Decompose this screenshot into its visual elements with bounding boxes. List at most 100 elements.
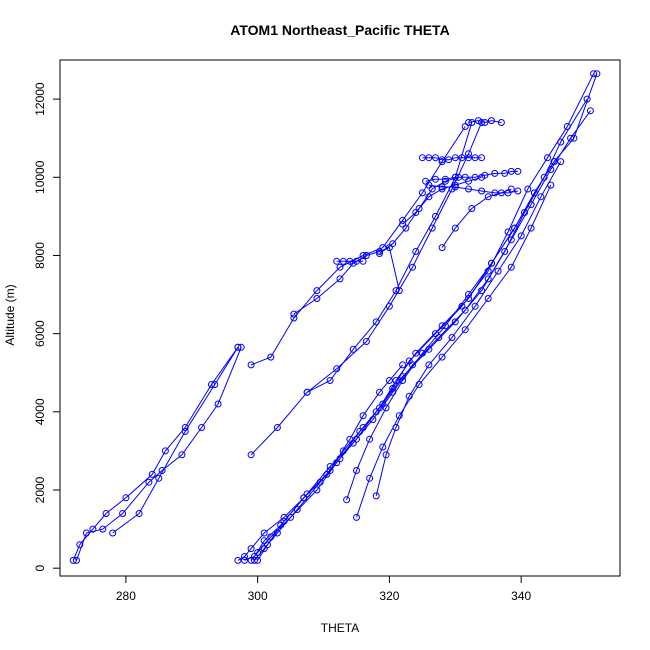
data-point [336, 455, 344, 463]
y-axis-label: Altitude (m) [3, 284, 17, 345]
data-point [494, 267, 502, 275]
series-line [76, 347, 242, 561]
data-point [339, 257, 347, 265]
data-point [336, 263, 344, 271]
series-14 [290, 244, 403, 318]
data-point [511, 224, 519, 232]
data-point [148, 470, 156, 478]
data-point [497, 189, 505, 197]
series-2 [109, 343, 242, 537]
data-point [290, 310, 298, 318]
data-point [376, 388, 383, 396]
data-point [484, 295, 492, 302]
data-point [567, 134, 575, 142]
data-point [478, 187, 486, 195]
data-point [593, 70, 601, 78]
data-point [412, 248, 420, 255]
data-point [372, 318, 380, 326]
series-line [356, 184, 552, 518]
data-point [99, 525, 107, 533]
data-point [333, 257, 341, 265]
data-point [465, 119, 472, 126]
data-point [415, 381, 423, 388]
data-point [432, 175, 439, 183]
data-point [385, 377, 393, 384]
data-point [514, 187, 522, 195]
data-point [409, 361, 416, 369]
data-point [491, 189, 499, 197]
data-point [366, 474, 374, 482]
chart-title: ATOM1 Northeast_Pacific THETA [230, 22, 449, 38]
series-line [428, 184, 518, 194]
data-point [399, 377, 407, 384]
data-point [353, 513, 360, 521]
x-axis: 280 300 320 340 [116, 576, 532, 603]
series-22 [465, 117, 505, 126]
series-line [112, 347, 239, 534]
data-point [507, 167, 515, 175]
data-point [425, 154, 433, 162]
data-point [178, 451, 186, 459]
data-point [478, 154, 486, 162]
data-point [517, 232, 525, 240]
y-tick-label: 2000 [33, 476, 47, 503]
y-tick-label: 4000 [33, 398, 47, 425]
data-point [550, 158, 558, 166]
data-point [451, 183, 459, 191]
data-point [349, 345, 357, 353]
data-point [241, 553, 248, 560]
data-point [349, 439, 357, 447]
data-point [425, 361, 433, 369]
data-point [488, 117, 495, 125]
data-point [468, 205, 476, 212]
data-point [313, 295, 321, 302]
data-point [507, 263, 515, 271]
data-point [158, 467, 166, 474]
data-point [432, 212, 439, 220]
data-point [395, 412, 403, 420]
data-point [501, 169, 509, 177]
data-point [145, 478, 153, 486]
data-point [465, 185, 472, 193]
series-line [346, 161, 555, 500]
series-line [375, 161, 562, 497]
data-point [527, 224, 535, 232]
data-point [425, 193, 433, 201]
data-point [376, 250, 383, 257]
data-point [504, 228, 512, 236]
data-point [290, 314, 298, 322]
data-point [441, 322, 449, 330]
data-point [362, 252, 370, 259]
data-point [461, 173, 469, 181]
data-point [372, 492, 380, 500]
series-line [244, 98, 588, 561]
data-point [326, 377, 334, 384]
data-point [303, 388, 311, 396]
data-point [382, 451, 390, 459]
data-point [409, 263, 416, 271]
data-point [412, 349, 420, 357]
data-point [109, 529, 117, 537]
data-point [102, 510, 110, 517]
data-point [119, 510, 127, 517]
data-point [448, 334, 456, 341]
series-18 [418, 154, 486, 164]
series-17 [399, 173, 486, 228]
data-point [418, 189, 426, 197]
data-point [313, 287, 321, 295]
data-point [254, 556, 262, 564]
data-point [441, 175, 449, 183]
data-point [399, 361, 407, 369]
data-point [273, 424, 281, 431]
data-point [557, 138, 565, 146]
series-8 [343, 158, 558, 504]
data-point [458, 154, 466, 162]
data-point [234, 556, 242, 564]
data-point [432, 154, 439, 162]
data-point [451, 173, 459, 181]
data-point [76, 541, 84, 549]
data-point [484, 275, 492, 283]
data-point [547, 181, 555, 189]
data-point [481, 171, 489, 179]
